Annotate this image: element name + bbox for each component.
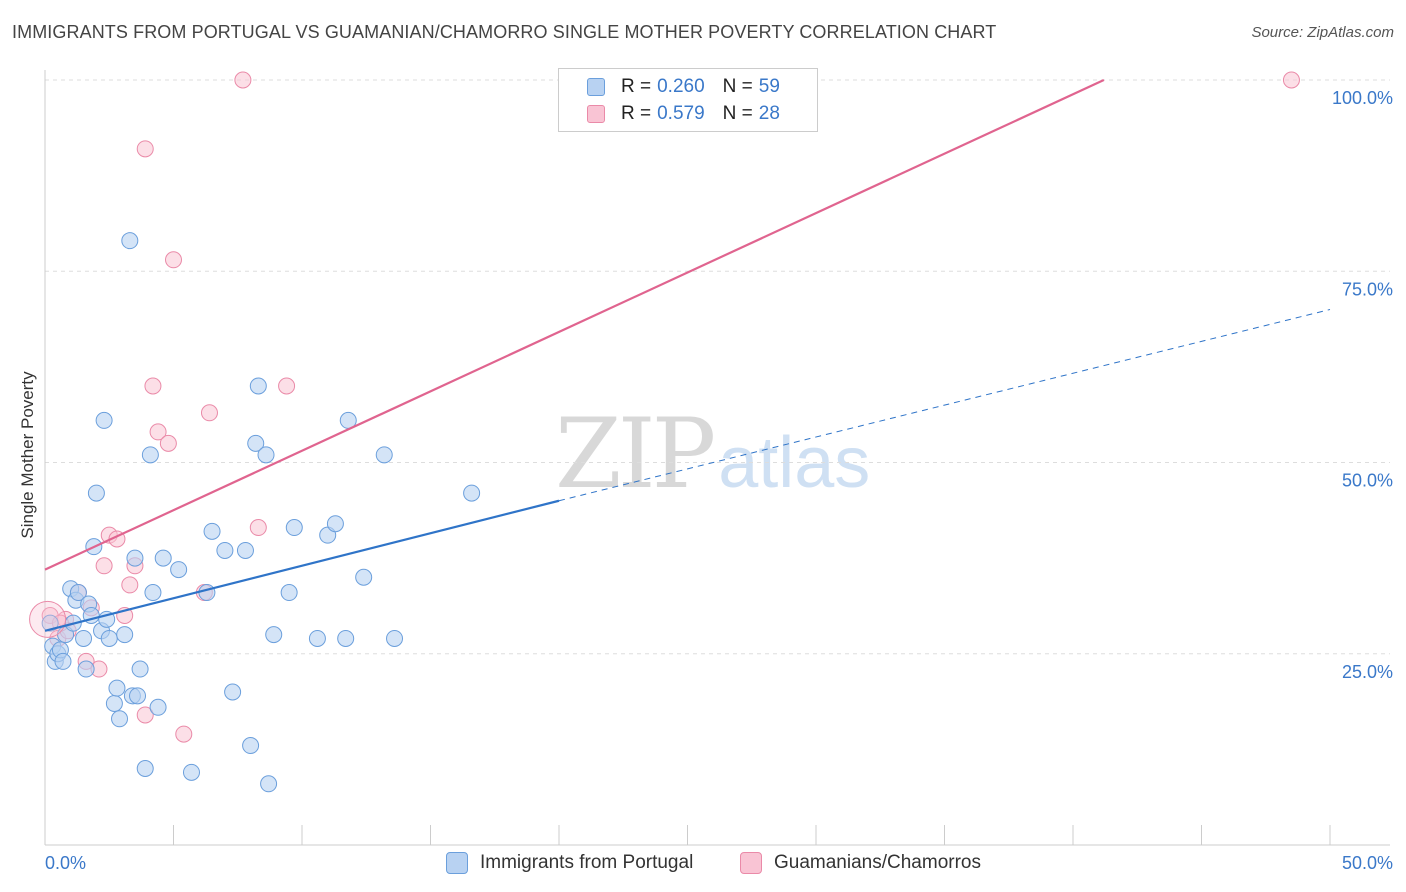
point-portugal [41, 614, 59, 632]
chart-title: IMMIGRANTS FROM PORTUGAL VS GUAMANIAN/CH… [12, 22, 997, 42]
point-portugal [108, 679, 126, 697]
legend-row-guamanian: R = 0.579 N = 28 [587, 101, 780, 127]
point-portugal [257, 446, 275, 464]
point-guamanian [149, 423, 167, 441]
legend-n-label: N = [722, 103, 753, 124]
point-portugal [111, 710, 129, 728]
point-portugal [121, 232, 139, 250]
point-portugal [224, 683, 242, 701]
point-guamanian [278, 377, 296, 395]
point-guamanian [136, 706, 154, 724]
point-portugal [247, 434, 265, 452]
trendline-guamanian [44, 79, 1105, 571]
point-guamanian [1282, 71, 1300, 89]
point-portugal [100, 629, 118, 647]
point-portugal [355, 568, 373, 586]
point-guamanian [234, 71, 252, 89]
point-portugal [280, 584, 298, 602]
point-portugal [75, 629, 93, 647]
legend-swatch-blue [587, 78, 605, 96]
x-tick-label: 50.0% [1342, 853, 1393, 873]
point-guamanian [249, 519, 267, 537]
y-tick-label: 100.0% [1332, 88, 1393, 108]
watermark-zip: ZIP [555, 398, 716, 510]
point-portugal [260, 775, 278, 793]
bottom-legend-guamanian[interactable]: Guamanians/Chamorros [740, 852, 981, 874]
point-portugal [198, 584, 216, 602]
point-portugal [126, 549, 144, 567]
point-guamanian [175, 725, 193, 743]
correlation-legend: R = 0.260 N = 59 R = 0.579 N = 28 [558, 68, 818, 132]
point-portugal [144, 584, 162, 602]
legend-swatch-pink [587, 105, 605, 123]
point-portugal [216, 541, 234, 559]
y-tick-label: 50.0% [1342, 471, 1393, 491]
legend-label-portugal: Immigrants from Portugal [480, 852, 694, 873]
point-portugal [308, 629, 326, 647]
point-guamanian [200, 404, 218, 422]
legend-n-value: 28 [758, 103, 780, 124]
point-portugal [170, 561, 188, 579]
point-portugal [149, 698, 167, 716]
legend-label-guamanian: Guamanians/Chamorros [774, 852, 981, 873]
legend-r-label: R = [621, 76, 652, 97]
point-portugal [326, 515, 344, 533]
point-portugal [463, 484, 481, 502]
point-portugal [236, 541, 254, 559]
legend-row-portugal: R = 0.260 N = 59 [587, 74, 780, 100]
legend-swatch-blue [446, 852, 468, 874]
y-tick-label: 75.0% [1342, 279, 1393, 299]
bottom-legend-portugal[interactable]: Immigrants from Portugal [446, 852, 693, 874]
legend-r-value: 0.260 [657, 76, 705, 97]
point-guamanian [165, 251, 182, 269]
point-portugal [265, 626, 283, 644]
point-portugal [141, 446, 159, 464]
legend-r-value: 0.579 [657, 103, 705, 124]
y-tick-label: 25.0% [1342, 662, 1393, 682]
point-guamanian [159, 434, 177, 452]
point-guamanian [95, 557, 113, 575]
trendline-portugal-extension [558, 309, 1331, 502]
y-axis-label: Single Mother Poverty [18, 371, 37, 539]
point-guamanian [121, 576, 139, 594]
point-portugal [87, 484, 105, 502]
watermark: ZIPatlas [555, 398, 870, 510]
point-portugal [54, 652, 72, 670]
trendline-portugal [44, 499, 560, 632]
point-portugal [116, 626, 134, 644]
x-tick-label: 0.0% [45, 853, 86, 873]
point-portugal [77, 660, 95, 678]
point-portugal [386, 629, 404, 647]
point-guamanian [136, 140, 154, 158]
legend-n-label: N = [722, 76, 753, 97]
point-portugal [105, 694, 123, 712]
point-guamanian [29, 600, 67, 638]
point-guamanian [144, 377, 162, 395]
point-portugal [69, 584, 87, 602]
source-label: Source: ZipAtlas.com [1251, 24, 1394, 41]
point-portugal [249, 377, 267, 395]
point-portugal [136, 760, 154, 777]
point-portugal [337, 629, 355, 647]
point-portugal [129, 687, 147, 705]
legend-n-value: 59 [758, 76, 780, 97]
point-portugal [242, 737, 260, 755]
point-portugal [95, 411, 113, 429]
legend-r-label: R = [621, 103, 652, 124]
legend-swatch-pink [740, 852, 762, 874]
point-portugal [375, 446, 393, 464]
point-portugal [131, 660, 149, 678]
point-portugal [182, 763, 200, 781]
point-portugal [203, 522, 221, 540]
point-portugal [154, 549, 172, 567]
point-portugal [285, 519, 303, 537]
